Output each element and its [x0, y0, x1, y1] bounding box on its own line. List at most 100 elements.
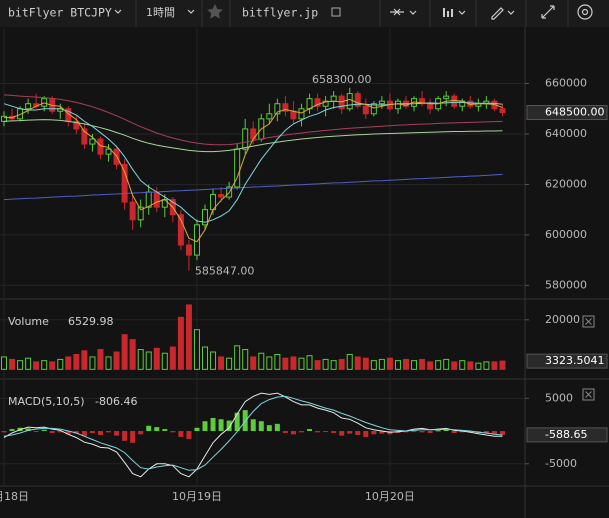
- volume-bar: [427, 361, 434, 370]
- macd-histogram: [403, 431, 409, 433]
- volume-close-button[interactable]: [582, 315, 595, 328]
- macd-close-button[interactable]: [582, 388, 595, 401]
- macd-histogram: [282, 431, 288, 433]
- macd-histogram: [9, 429, 15, 432]
- macd-histogram: [250, 419, 256, 432]
- favorite-star[interactable]: [207, 4, 223, 19]
- volume-bar: [129, 339, 136, 370]
- volume-bar: [89, 356, 96, 370]
- volume-bar: [282, 357, 289, 370]
- macd-histogram: [467, 431, 473, 433]
- macd-histogram: [499, 431, 505, 435]
- macd-histogram: [146, 425, 152, 432]
- symbol-selector[interactable]: bitFlyer BTCJPY: [8, 6, 122, 20]
- volume-bar: [9, 358, 16, 370]
- macd-histogram: [178, 431, 184, 437]
- candle-body: [282, 103, 289, 112]
- candle-body: [185, 244, 192, 256]
- interval[interactable]: 1時間: [146, 6, 175, 19]
- high-annotation: 658300.00: [312, 73, 372, 86]
- volume-bar: [322, 358, 329, 370]
- macd-histogram: [114, 431, 120, 436]
- candle-body: [370, 103, 377, 115]
- candle-body: [322, 100, 329, 107]
- volume-bar: [258, 352, 265, 370]
- last-value-label: -588.65: [545, 428, 587, 441]
- macd-histogram: [323, 431, 329, 433]
- macd-histogram: [170, 431, 176, 433]
- macd-histogram: [210, 417, 216, 432]
- volume-bar: [274, 353, 281, 370]
- volume-bar: [49, 361, 56, 370]
- chevron: [187, 9, 195, 14]
- panel-button[interactable]: [582, 315, 595, 328]
- volume-bar: [467, 361, 474, 370]
- candle-body: [81, 128, 88, 145]
- volume-bar: [370, 360, 377, 370]
- y-tick-label: 660000: [545, 77, 587, 90]
- line-series: [3, 395, 503, 471]
- candle-body: [362, 105, 369, 115]
- candle-body: [451, 95, 458, 107]
- macd-histogram: [274, 423, 280, 432]
- volume-bar: [218, 356, 225, 370]
- volume-bar: [250, 356, 257, 370]
- site-link[interactable]: bitflyer.jp: [242, 6, 341, 20]
- candle-body: [298, 108, 305, 120]
- macd-histogram: [41, 429, 47, 432]
- candle-body: [193, 224, 200, 256]
- candle-body: [499, 108, 506, 114]
- volume-bar: [435, 360, 442, 370]
- macd-histogram: [194, 427, 200, 432]
- candle-body: [330, 95, 337, 102]
- candle-body: [346, 93, 353, 110]
- volume-bar: [1, 356, 7, 370]
- candle-body: [177, 214, 184, 246]
- volume-bar: [137, 349, 144, 370]
- macd-histogram: [290, 431, 296, 435]
- candle-body: [73, 120, 80, 130]
- macd-histogram: [122, 431, 128, 441]
- macd-histogram: [130, 431, 136, 443]
- macd-histogram: [459, 431, 465, 433]
- macd-histogram: [162, 429, 168, 432]
- candle-body: [25, 103, 32, 110]
- macd-histogram: [138, 431, 144, 435]
- macd-histogram: [154, 427, 160, 432]
- volume-bar: [234, 345, 241, 370]
- volume-bar: [443, 358, 450, 370]
- panel-button[interactable]: [582, 388, 595, 401]
- macd-histogram: [435, 430, 441, 432]
- chevron: [409, 10, 417, 15]
- volume-bar: [145, 351, 152, 370]
- chart-type-tool[interactable]: [443, 8, 453, 17]
- settings-core: [581, 8, 589, 16]
- macd-histogram: [218, 419, 224, 432]
- draw-tool[interactable]: [491, 7, 504, 20]
- candle-body: [145, 191, 152, 208]
- volume-bar: [73, 353, 80, 370]
- volume-bar: [210, 351, 217, 370]
- macd-histogram: [33, 431, 39, 433]
- macd-histogram: [25, 428, 31, 432]
- macd-histogram: [89, 431, 95, 433]
- interval-selector[interactable]: 1時間: [146, 6, 195, 19]
- macd-histogram: [298, 431, 304, 433]
- crosshair-tool[interactable]: [390, 8, 404, 16]
- macd-histogram: [379, 431, 385, 434]
- volume-bar: [491, 361, 498, 370]
- volume-bar: [113, 351, 120, 370]
- macd-histogram: [491, 431, 497, 435]
- candle-body: [290, 110, 297, 120]
- volume-bar: [17, 360, 24, 370]
- symbol[interactable]: bitFlyer BTCJPY: [8, 6, 112, 20]
- volume-bar: [57, 358, 64, 370]
- settings[interactable]: [577, 4, 593, 20]
- macd-histogram: [186, 431, 192, 439]
- fullscreen[interactable]: [541, 5, 555, 19]
- macd-histogram: [363, 431, 369, 437]
- volume-bar: [169, 346, 176, 370]
- site[interactable]: bitflyer.jp: [242, 6, 318, 20]
- volume-bar: [475, 362, 482, 370]
